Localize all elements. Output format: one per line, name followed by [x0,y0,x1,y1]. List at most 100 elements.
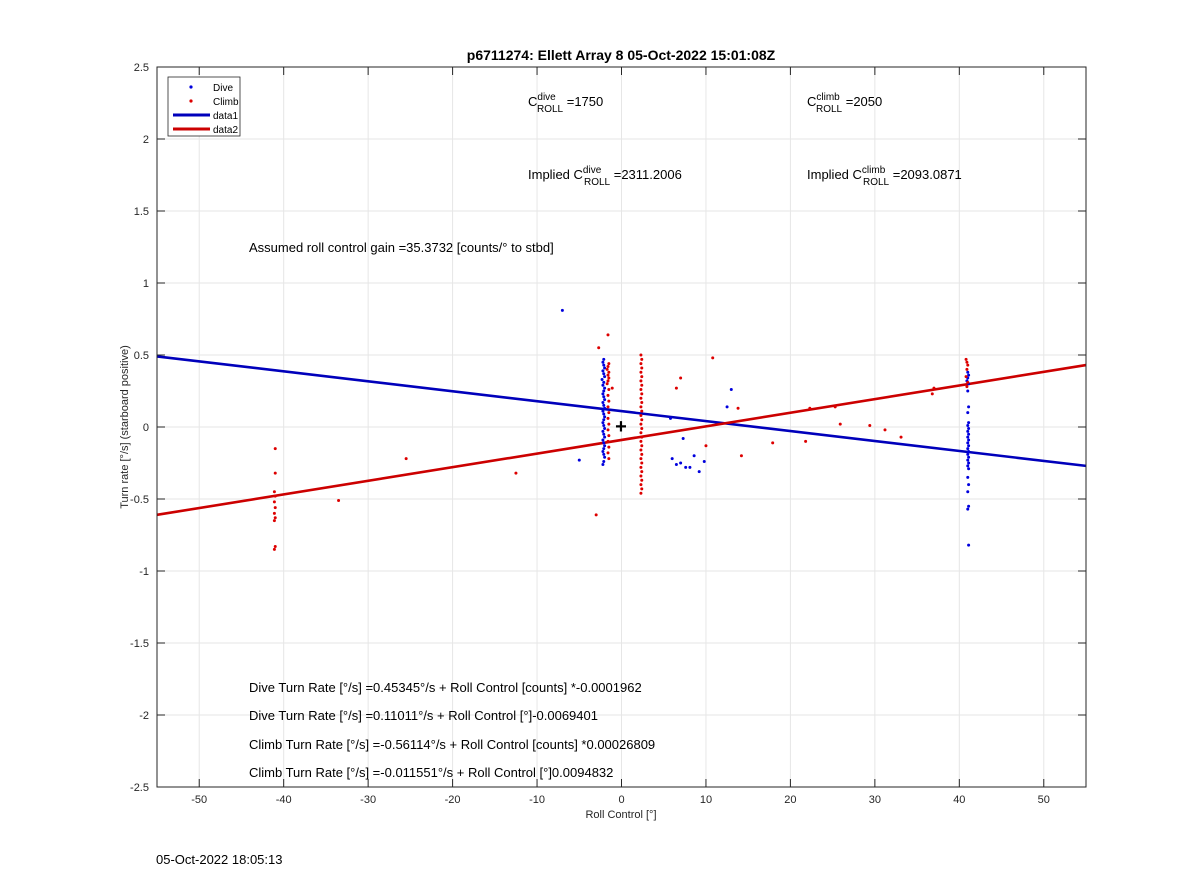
point-climb [640,470,644,474]
point-climb [808,406,812,410]
point-dive [602,389,606,393]
point-climb [514,471,518,475]
point-dive [966,389,970,393]
point-climb [639,465,643,469]
fit-line-data1 [156,355,1087,468]
point-dive [601,392,605,396]
legend-label-dive: Dive [213,83,233,94]
point-climb [639,405,643,409]
point-climb [639,491,643,495]
equation-climb-counts: Climb Turn Rate [°/s] =-0.56114°/s + Rol… [249,737,655,752]
point-dive [601,429,605,433]
point-climb [639,413,643,417]
y-tick-label: 1.5 [134,206,149,218]
point-dive [603,444,607,448]
point-dive [602,460,606,464]
x-tick-label: -30 [360,794,376,806]
point-dive [602,432,606,436]
point-climb [640,409,644,413]
point-dive [670,457,674,461]
legend-label-data1: data1 [213,111,238,122]
point-dive [602,418,606,422]
point-dive [601,401,605,405]
equation-dive-counts: Dive Turn Rate [°/s] =0.45345°/s + Roll … [249,680,642,695]
point-climb [640,435,644,439]
point-climb [404,457,408,461]
point-climb [606,428,610,432]
point-dive [603,435,607,439]
point-dive [966,507,970,511]
legend-marker-dive [189,85,193,89]
point-dive [602,363,606,367]
point-climb [273,506,277,510]
point-dive [603,366,607,370]
point-climb [606,379,610,383]
point-climb [606,365,610,369]
x-tick-label: -10 [529,794,545,806]
point-dive [602,357,606,361]
point-climb [640,418,644,422]
point-dive [966,435,970,439]
point-climb [639,370,643,374]
point-climb [607,411,611,415]
point-climb [639,388,643,392]
point-climb [640,426,644,430]
point-dive [674,462,678,466]
point-dive [967,449,971,453]
point-climb [606,405,610,409]
point-climb [607,457,611,461]
x-tick-label: 20 [784,794,796,806]
point-climb [639,422,643,426]
point-climb [639,448,643,452]
y-tick-label: -0.5 [130,494,149,506]
point-climb [273,447,277,451]
point-climb [639,353,643,357]
point-climb [639,396,643,400]
point-dive [602,380,606,384]
point-dive [684,465,688,469]
x-tick-label: -20 [445,794,461,806]
chart-title: p6711274: Ellett Array 8 05-Oct-2022 15:… [467,47,776,63]
legend-label-data2: data2 [213,125,238,136]
x-axis-label: Roll Control [°] [585,809,656,821]
x-tick-label: 30 [869,794,881,806]
point-dive [602,372,606,376]
point-dive [600,377,604,381]
gain-annotation: Assumed roll control gain =35.3732 [coun… [249,240,554,255]
point-climb [273,494,277,498]
point-climb [639,439,643,443]
point-dive [602,452,606,456]
point-climb [640,375,644,379]
point-dive [601,421,605,425]
point-climb [640,357,644,361]
x-tick-label: 0 [618,794,624,806]
point-climb [272,511,276,515]
point-climb [605,367,609,371]
point-dive [603,455,607,459]
point-climb [639,457,643,461]
point-dive [966,370,970,374]
implied-climb-annotation: Implied Cclimb ROLL =2093.0871 [807,165,962,188]
point-dive [725,405,729,409]
point-dive [601,409,605,413]
y-tick-label: 2 [143,134,149,146]
data-points [272,308,971,551]
x-tick-label: 10 [700,794,712,806]
point-dive [681,437,685,441]
point-climb [594,513,598,517]
point-climb [607,422,611,426]
point-climb [711,356,715,360]
point-dive [967,504,971,508]
point-dive [967,426,971,430]
point-dive [601,449,605,453]
point-dive [679,461,683,465]
point-climb [605,382,609,386]
point-climb [771,441,775,445]
fit-line-data2 [156,363,1087,517]
print-timestamp: 05-Oct-2022 18:05:13 [156,852,283,867]
y-axis-label: Turn rate [°/s] (starboard positive) [119,345,131,509]
point-climb [273,516,277,520]
point-dive [692,454,696,458]
point-dive [602,441,606,445]
